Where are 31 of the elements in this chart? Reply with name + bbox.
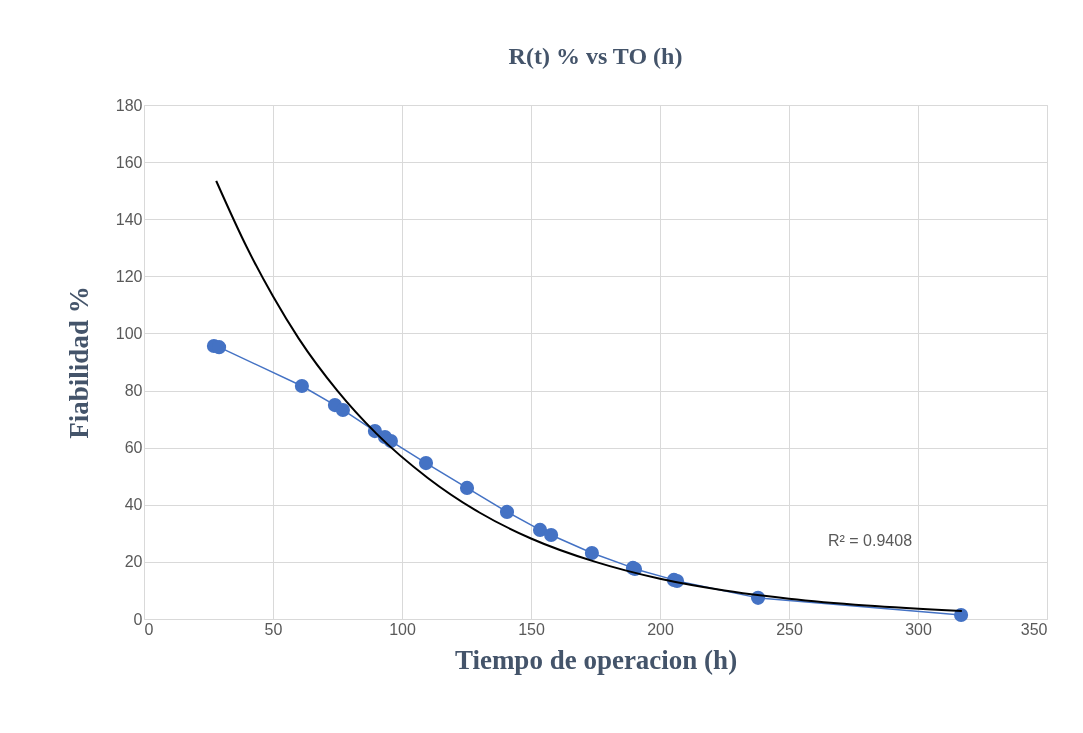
x-tick-label: 0 [144,620,154,638]
y-tick-label: 60 [124,439,143,457]
point [499,504,515,519]
x-tick-label: 50 [264,620,283,638]
y-tick-label: 140 [115,210,143,228]
point [418,456,434,471]
y-tick-label: 160 [115,153,143,171]
point [459,480,475,495]
point [544,527,559,543]
x-tick-label: 200 [647,620,674,638]
point [584,545,599,561]
x-tick-label: 100 [389,620,416,638]
point [335,402,350,418]
annotation: R² = 0.9408 [828,532,913,549]
chart-title: R(t) % vs TO (h) [508,43,683,69]
point [954,607,969,623]
y-tick-label: 80 [124,382,143,400]
x-tick-label: 250 [776,620,803,638]
y-tick-label: 20 [124,553,143,571]
x-tick-label: 150 [518,620,545,638]
x-axis-title: Tiempo de operacion (h) [454,644,738,675]
x-tick-label: 300 [905,620,932,638]
y-tick-label: 100 [115,324,143,342]
point [532,522,548,537]
x-tick-label: 350 [1020,620,1048,638]
y-axis-title: Fiabilidad % [63,286,94,439]
y-tick-label: 180 [115,96,143,114]
y-tick-label: 40 [124,496,143,514]
point [294,378,309,394]
y-tick-label: 120 [115,267,143,285]
point [212,340,227,355]
